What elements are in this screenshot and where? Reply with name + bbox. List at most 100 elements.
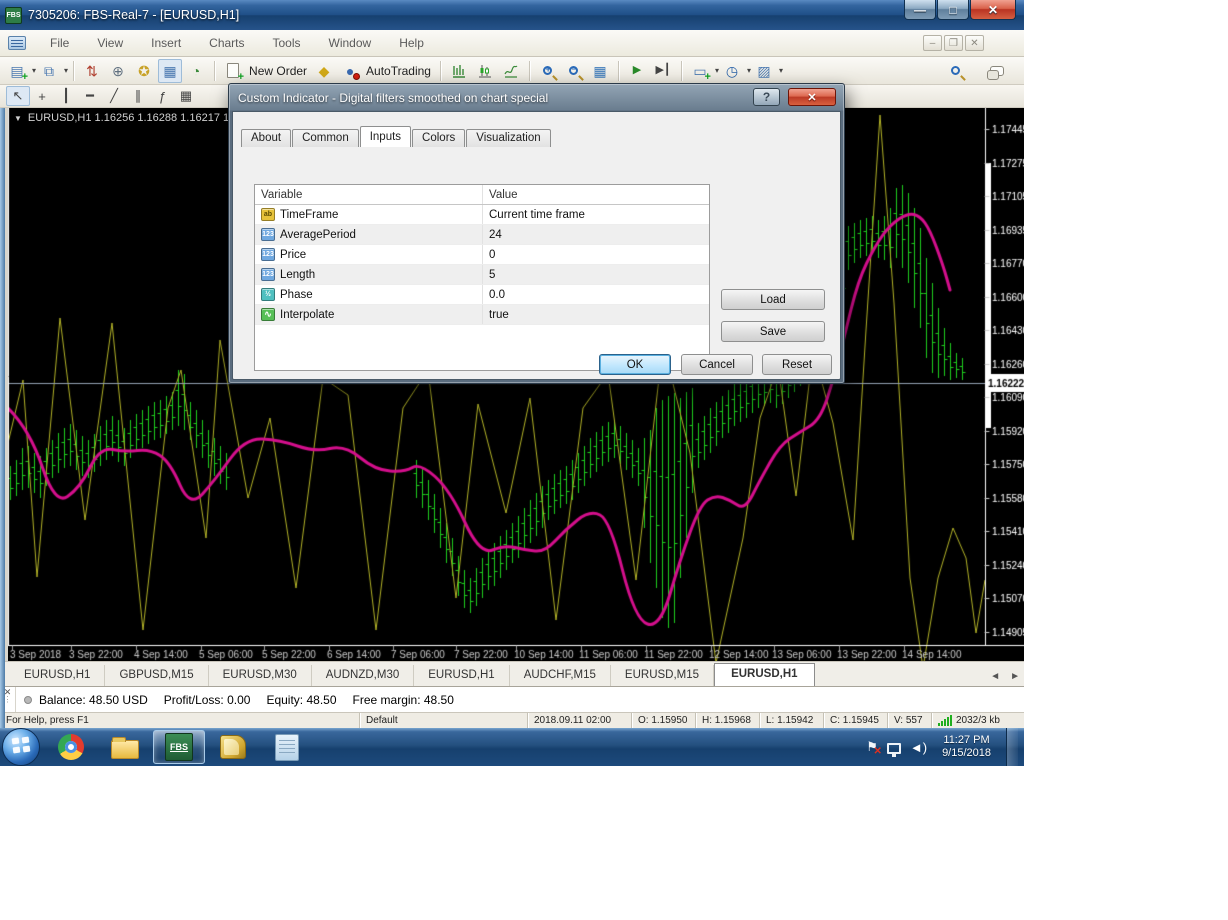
start-button[interactable] — [2, 728, 40, 766]
templates-caret-icon[interactable]: ▾ — [779, 66, 784, 75]
close-button[interactable]: ✕ — [970, 0, 1016, 20]
menu-charts[interactable]: Charts — [209, 36, 245, 50]
maximize-button[interactable]: □ — [937, 0, 969, 20]
search-icon[interactable] — [943, 59, 967, 83]
indicators-caret-icon[interactable]: ▾ — [714, 66, 719, 75]
templates-button[interactable]: ▨ — [757, 62, 771, 79]
ok-button[interactable]: OK — [599, 354, 671, 375]
market-watch-button[interactable]: ⇅ — [86, 62, 98, 79]
chart-tab[interactable]: AUDNZD,M30 — [312, 665, 415, 686]
strategy-tester-button[interactable]: ◔ — [191, 62, 201, 79]
table-row[interactable]: ½ Phase 0.0 — [255, 285, 709, 305]
bar-chart-button[interactable] — [447, 59, 471, 83]
history-center-button[interactable]: ✪ — [138, 62, 150, 79]
taskbar-explorer-button[interactable] — [99, 730, 151, 764]
taskbar-mt4-button[interactable]: FBS — [153, 730, 205, 764]
tab-about[interactable]: About — [241, 129, 292, 147]
table-row[interactable]: 123 Price 0 — [255, 245, 709, 265]
autotrading-button[interactable]: ● — [338, 59, 362, 83]
table-row[interactable]: ∿ Interpolate true — [255, 305, 709, 325]
auto-scroll-button[interactable]: ▶ — [632, 64, 642, 76]
new-chart-caret-icon[interactable]: ▾ — [32, 66, 37, 75]
taskbar-notepad-button[interactable] — [261, 730, 313, 764]
cancel-button[interactable]: Cancel — [681, 354, 753, 375]
fibonacci-button[interactable]: ƒ — [158, 88, 166, 104]
tile-windows-button[interactable]: ▦ — [593, 62, 607, 79]
trendline-button[interactable]: ╱ — [110, 88, 118, 103]
reset-button[interactable]: Reset — [762, 354, 832, 375]
taskbar-clock[interactable]: 11:27 PM 9/15/2018 — [942, 734, 991, 759]
mdi-minimize-button[interactable]: – — [923, 35, 942, 51]
cursor-button[interactable]: ↖ — [6, 86, 30, 106]
account-bullet-icon — [24, 695, 32, 704]
save-button[interactable]: Save — [721, 321, 825, 342]
menu-insert[interactable]: Insert — [151, 36, 182, 50]
chat-icon[interactable] — [985, 59, 1009, 83]
chart-shift-button[interactable]: ▶┃ — [655, 64, 671, 76]
zoom-out-button[interactable]: − — [569, 64, 579, 75]
table-row[interactable]: ab TimeFrame Current time frame — [255, 205, 709, 225]
table-row[interactable]: 123 AveragePeriod 24 — [255, 225, 709, 245]
chart-tab[interactable]: GBPUSD,M15 — [105, 665, 209, 686]
status-profile[interactable]: Default — [360, 713, 528, 728]
chart-tab[interactable]: EURUSD,H1 — [414, 665, 510, 686]
expert-advisors-icon[interactable]: ◆ — [318, 62, 330, 79]
taskbar-metaeditor-button[interactable] — [207, 730, 259, 764]
tab-inputs[interactable]: Inputs — [359, 126, 412, 147]
indicators-button[interactable]: ▭ + — [693, 62, 711, 83]
vertical-line-button[interactable]: ┃ — [62, 88, 70, 103]
menu-view[interactable]: View — [97, 36, 124, 50]
navigator-button[interactable]: ⊕ — [112, 62, 124, 79]
bool-type-icon: ∿ — [261, 308, 275, 321]
line-chart-button[interactable] — [499, 59, 523, 83]
column-header-variable[interactable]: Variable — [255, 185, 483, 204]
timeframes-caret-icon[interactable]: ▾ — [747, 66, 752, 75]
tab-colors[interactable]: Colors — [412, 129, 466, 147]
autotrading-label[interactable]: AutoTrading — [366, 63, 431, 78]
equidistant-channel-button[interactable]: ∥ — [134, 88, 142, 103]
help-button[interactable]: ? — [753, 88, 780, 106]
column-header-value[interactable]: Value — [489, 188, 518, 201]
action-center-flag-icon[interactable]: ⚑ ✕ — [866, 739, 882, 757]
menu-help[interactable]: Help — [399, 36, 424, 50]
mdi-close-button[interactable]: ✕ — [965, 35, 984, 51]
dialog-close-button[interactable]: ✕ — [788, 88, 836, 106]
horizontal-line-button[interactable]: ━ — [86, 88, 94, 103]
profiles-caret-icon[interactable]: ▾ — [64, 66, 69, 75]
tab-common[interactable]: Common — [292, 129, 359, 147]
menu-window[interactable]: Window — [328, 36, 372, 50]
taskbar-chrome-button[interactable] — [45, 730, 97, 764]
chart-tab[interactable]: EURUSD,M30 — [209, 665, 312, 686]
chart-tab[interactable]: EURUSD,M15 — [611, 665, 715, 686]
new-order-button[interactable]: + — [221, 59, 245, 83]
new-chart-button[interactable]: ▤ + — [10, 62, 28, 83]
profiles-button[interactable]: ⧉ — [44, 62, 55, 79]
show-desktop-button[interactable] — [1006, 728, 1018, 766]
menu-tools[interactable]: Tools — [272, 36, 301, 50]
chart-window-icon[interactable] — [8, 36, 26, 50]
chrome-icon — [58, 734, 84, 760]
terminal-close-icon[interactable]: ✕ — [3, 687, 12, 697]
volume-icon[interactable]: ◄) — [909, 739, 928, 755]
new-order-label[interactable]: New Order — [249, 63, 308, 78]
menu-file[interactable]: File — [50, 36, 70, 50]
grid-button[interactable]: ▦ — [179, 88, 193, 103]
load-button[interactable]: Load — [721, 289, 825, 310]
chart-tab-active[interactable]: EURUSD,H1 — [714, 663, 815, 686]
tabs-scroll-left-button[interactable]: ◄ — [990, 671, 1001, 682]
network-icon[interactable] — [886, 742, 901, 757]
terminal-grip[interactable]: ⋮ — [3, 695, 12, 704]
chart-tab[interactable]: EURUSD,H1 — [10, 665, 106, 686]
minimize-button[interactable]: — — [904, 0, 936, 20]
candlestick-chart-button[interactable] — [473, 59, 497, 83]
integer-type-icon: 123 — [261, 248, 275, 261]
terminal-button[interactable]: ▦ — [158, 58, 183, 83]
tabs-scroll-right-button[interactable]: ► — [1010, 671, 1020, 682]
mdi-restore-button[interactable]: ❐ — [944, 35, 963, 51]
chart-tab[interactable]: AUDCHF,M15 — [510, 665, 611, 686]
table-row[interactable]: 123 Length 5 — [255, 265, 709, 285]
zoom-in-button[interactable]: + — [543, 64, 553, 75]
tab-visualization[interactable]: Visualization — [466, 129, 551, 147]
timeframes-button[interactable]: ◷ — [725, 62, 739, 79]
crosshair-button[interactable]: + — [38, 88, 46, 104]
